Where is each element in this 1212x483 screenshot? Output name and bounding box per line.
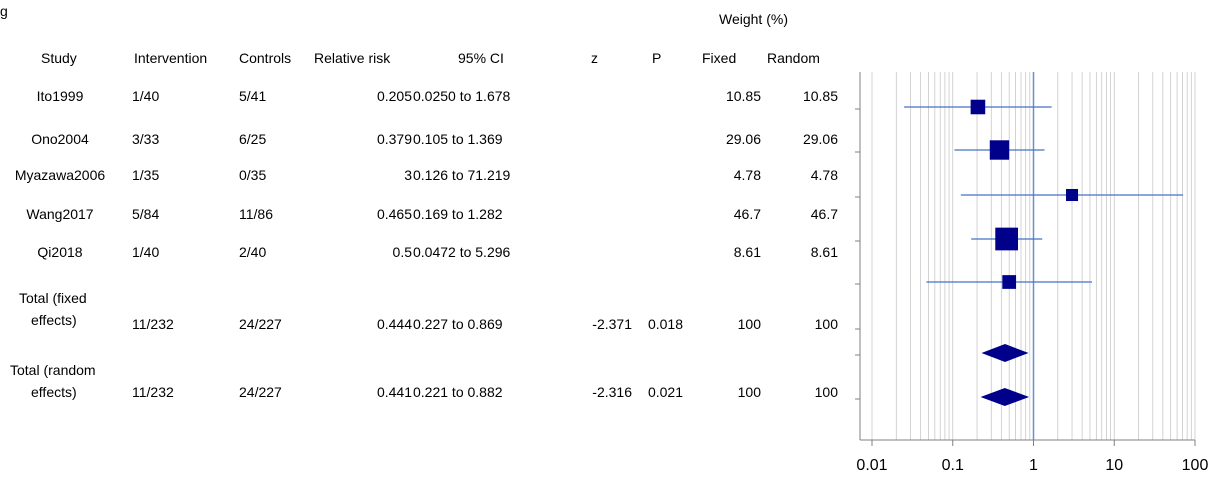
header-p: P xyxy=(652,50,662,66)
header-controls: Controls xyxy=(239,50,292,66)
weight-fixed: 46.7 xyxy=(733,206,761,222)
relative-risk-value: 0.5 xyxy=(392,244,412,260)
weight-fixed: 4.78 xyxy=(733,167,761,183)
relative-risk-value: 0.441 xyxy=(376,384,412,400)
pooled-diamond xyxy=(981,344,1029,362)
weight-random: 10.85 xyxy=(802,88,838,104)
intervention-events: 11/232 xyxy=(132,316,174,332)
ci-value: 0.221 to 0.882 xyxy=(413,384,503,400)
study-name: Qi2018 xyxy=(37,244,83,260)
weight-group-header: Weight (%) xyxy=(719,11,788,27)
weight-random: 4.78 xyxy=(810,167,838,183)
intervention-events: 1/40 xyxy=(132,88,160,104)
study-name: Myazawa2006 xyxy=(14,167,106,183)
weight-fixed: 100 xyxy=(737,316,761,332)
ci-value: 0.105 to 1.369 xyxy=(413,131,503,147)
control-events: 11/86 xyxy=(239,206,273,222)
control-events: 5/41 xyxy=(239,88,267,104)
pooled-diamond xyxy=(980,388,1030,406)
ci-value: 0.227 to 0.869 xyxy=(413,316,503,332)
relative-risk-value: 0.444 xyxy=(376,316,412,332)
header-fixed: Fixed xyxy=(702,50,737,66)
weight-random: 46.7 xyxy=(810,206,838,222)
study-name: Ito1999 xyxy=(36,88,84,104)
title-fragment: g xyxy=(0,3,8,19)
study-marker xyxy=(989,140,1010,160)
p-value: 0.021 xyxy=(647,384,683,400)
weight-random: 8.61 xyxy=(810,244,838,260)
study-name: Ono2004 xyxy=(31,131,89,147)
intervention-events: 3/33 xyxy=(132,131,160,147)
weight-random: 29.06 xyxy=(802,131,838,147)
study-marker xyxy=(995,227,1019,251)
header-ci: 95% CI xyxy=(458,50,504,66)
study-marker xyxy=(1066,188,1079,202)
relative-risk-value: 3 xyxy=(404,167,412,183)
ci-value: 0.126 to 71.219 xyxy=(413,167,511,183)
x-tick-label: 10 xyxy=(1105,457,1123,474)
ci-value: 0.169 to 1.282 xyxy=(413,206,503,222)
x-tick-label: 0.1 xyxy=(942,457,964,474)
header-study: Study xyxy=(41,50,77,66)
x-tick-label: 0.01 xyxy=(856,457,887,474)
relative-risk-value: 0.205 xyxy=(376,88,412,104)
weight-random: 100 xyxy=(814,384,838,400)
total-label-line2: effects) xyxy=(31,312,77,328)
header-intervention: Intervention xyxy=(134,50,208,66)
weight-fixed: 8.61 xyxy=(733,244,761,260)
forest-plot: 0.01 0.1 1 10 100 xyxy=(855,72,1209,474)
intervention-events: 5/84 xyxy=(132,206,160,222)
study-marker xyxy=(970,99,986,115)
intervention-events: 1/35 xyxy=(132,167,160,183)
x-tick-label: 1 xyxy=(1029,457,1038,474)
intervention-events: 1/40 xyxy=(132,244,160,260)
relative-risk-value: 0.465 xyxy=(376,206,412,222)
x-tick-label: 100 xyxy=(1182,457,1209,474)
control-events: 2/40 xyxy=(239,244,267,260)
total-label-line1: Total (random xyxy=(10,362,96,378)
control-events: 24/227 xyxy=(239,316,282,332)
z-value: -2.316 xyxy=(592,384,632,400)
relative-risk-value: 0.379 xyxy=(376,131,412,147)
control-events: 6/25 xyxy=(239,131,267,147)
total-label-line2: effects) xyxy=(31,384,77,400)
study-marker xyxy=(1002,275,1017,289)
weight-fixed: 10.85 xyxy=(725,88,761,104)
z-value: -2.371 xyxy=(592,316,632,332)
study-name: Wang2017 xyxy=(26,206,94,222)
control-events: 0/35 xyxy=(239,167,267,183)
total-label-line1: Total (fixed xyxy=(19,290,87,306)
weight-fixed: 100 xyxy=(737,384,761,400)
header-random: Random xyxy=(767,50,820,66)
header-z: z xyxy=(591,50,598,66)
weight-fixed: 29.06 xyxy=(725,131,761,147)
ci-value: 0.0472 to 5.296 xyxy=(413,244,511,260)
p-value: 0.018 xyxy=(647,316,683,332)
intervention-events: 11/232 xyxy=(132,384,174,400)
weight-random: 100 xyxy=(814,316,838,332)
ci-value: 0.0250 to 1.678 xyxy=(413,88,511,104)
control-events: 24/227 xyxy=(239,384,282,400)
header-relative-risk: Relative risk xyxy=(314,50,391,66)
